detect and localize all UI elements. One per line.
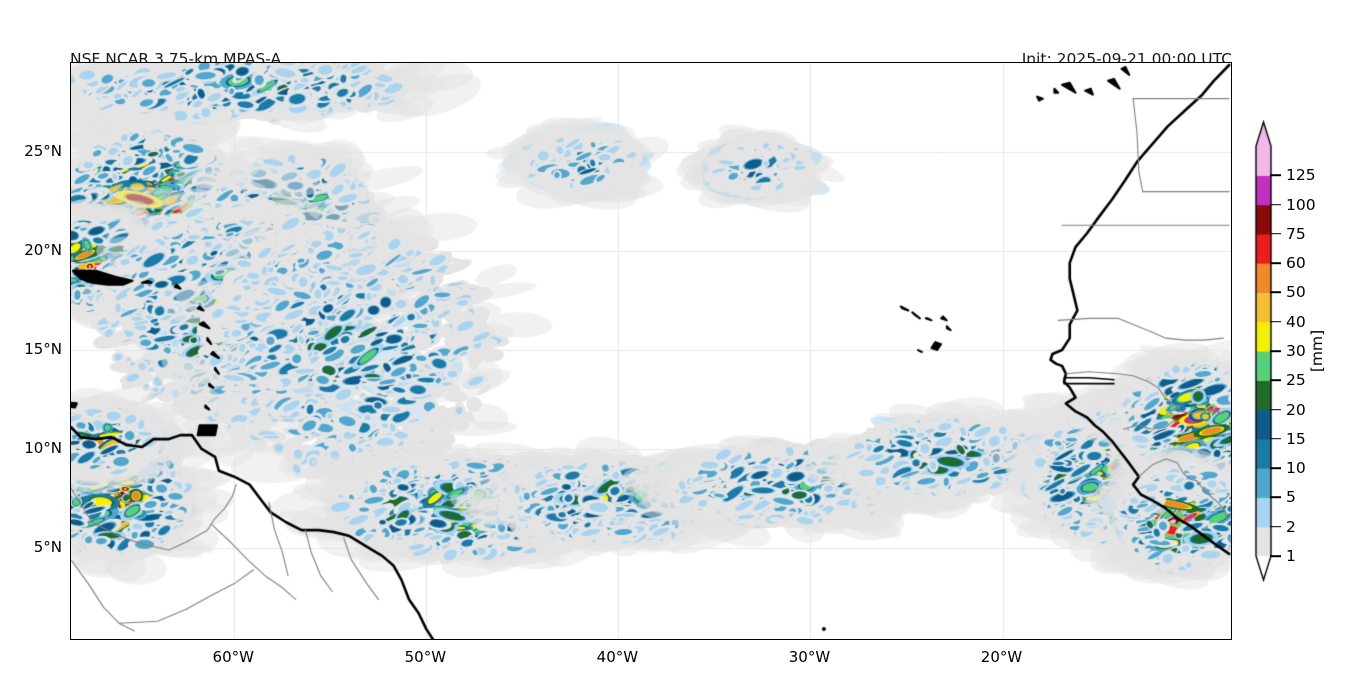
colorbar-tick: [1270, 525, 1281, 528]
colorbar-tick: [1270, 203, 1281, 206]
colorbar: 1 2 5 10 15 20 25 30 40 50 60 75 100 125: [1248, 120, 1316, 582]
colorbar-tick: [1270, 320, 1281, 323]
colorbar-tick-label: 5: [1286, 488, 1296, 507]
longitude-tick-label: 20°W: [980, 648, 1023, 666]
colorbar-tick: [1270, 496, 1281, 499]
latitude-tick-label: 25°N: [24, 142, 62, 161]
colorbar-tick-label: 25: [1286, 371, 1306, 390]
colorbar-gradient: [1248, 120, 1288, 582]
colorbar-tick: [1270, 408, 1281, 411]
colorbar-tick-label: 10: [1286, 459, 1306, 478]
longitude-tick-label: 30°W: [788, 648, 831, 666]
precipitation-map: [70, 62, 1232, 640]
colorbar-tick-label: 2: [1286, 517, 1296, 536]
colorbar-tick-label: 20: [1286, 400, 1306, 419]
precipitation-field-canvas: [71, 63, 1231, 639]
colorbar-tick: [1270, 262, 1281, 264]
colorbar-tick: [1270, 350, 1281, 352]
colorbar-tick-label: 60: [1286, 254, 1306, 273]
latitude-tick-label: 15°N: [24, 340, 62, 359]
colorbar-tick-label: 30: [1286, 342, 1306, 360]
colorbar-tick-label: 75: [1286, 224, 1306, 243]
colorbar-tick-label: 40: [1286, 312, 1306, 331]
latitude-tick-label: 5°N: [33, 537, 62, 556]
colorbar-tick-label: 100: [1286, 195, 1316, 214]
colorbar-tick-label: 15: [1286, 429, 1306, 448]
colorbar-tick-label: 1: [1286, 547, 1296, 565]
colorbar-tick: [1270, 555, 1281, 557]
colorbar-tick: [1270, 174, 1281, 177]
colorbar-tick-label: 125: [1286, 166, 1316, 185]
colorbar-tick: [1270, 379, 1281, 382]
latitude-tick-label: 20°N: [24, 241, 62, 260]
colorbar-tick: [1270, 233, 1281, 235]
longitude-tick-label: 40°W: [596, 648, 639, 666]
latitude-tick-label: 10°N: [24, 438, 62, 457]
colorbar-tick: [1270, 291, 1281, 294]
colorbar-tick-label: 50: [1286, 283, 1306, 302]
colorbar-tick: [1270, 438, 1281, 440]
colorbar-tick: [1270, 467, 1281, 469]
longitude-tick-label: 60°W: [212, 648, 254, 666]
longitude-tick-label: 50°W: [404, 648, 447, 666]
colorbar-unit-label: [mm]: [1308, 329, 1326, 373]
